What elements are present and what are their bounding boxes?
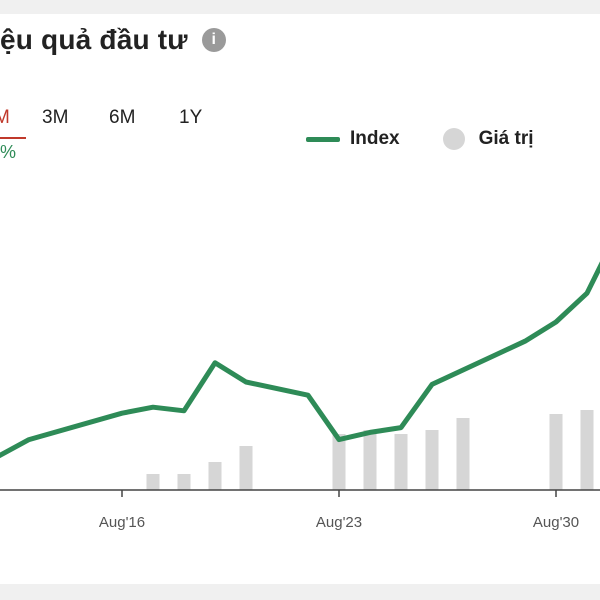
investment-performance-card [0, 14, 600, 584]
active-tab-underline [0, 137, 26, 139]
index-line [0, 261, 600, 459]
value-bar [394, 434, 408, 490]
value-bar [580, 410, 594, 490]
value-bar [239, 446, 253, 490]
legend-value-swatch [442, 128, 465, 150]
legend-value-label: Giá trị [478, 128, 534, 149]
value-bar [549, 414, 563, 490]
value-bar [456, 418, 470, 490]
chart-legend: Index Giá trị [306, 124, 534, 154]
period-change-value: 4% [0, 142, 17, 162]
tab-6m[interactable]: 6M [109, 107, 136, 128]
x-ticks-layer: Aug'16 Aug'23 Aug'30 [99, 490, 579, 531]
bars-layer [146, 410, 594, 490]
value-bar [146, 474, 160, 490]
value-bar [332, 434, 346, 490]
value-bar [177, 474, 191, 490]
value-bar [363, 430, 377, 490]
legend-index-label: Index [350, 128, 400, 149]
x-tick-label: Aug'23 [316, 514, 362, 531]
info-icon[interactable]: i [201, 28, 226, 52]
line-layer [0, 261, 600, 459]
tab-1y[interactable]: 1Y [179, 107, 203, 128]
x-tick-label: Aug'16 [99, 514, 145, 531]
legend-index-swatch [306, 136, 340, 142]
tab-1m[interactable]: M [0, 107, 10, 128]
value-bar [208, 462, 222, 490]
header: iệu quả đầu tư i [0, 20, 226, 60]
page-title: iệu quả đầu tư [0, 24, 188, 55]
x-tick-label: Aug'30 [533, 514, 579, 531]
value-bar [425, 430, 439, 490]
tab-3m[interactable]: 3M [42, 107, 69, 128]
